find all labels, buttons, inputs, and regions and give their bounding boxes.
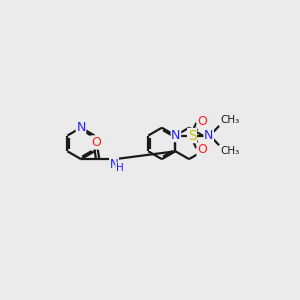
Text: N: N	[76, 121, 86, 134]
Text: N: N	[204, 129, 213, 142]
Text: O: O	[91, 136, 101, 149]
Text: N: N	[171, 129, 181, 142]
Text: N: N	[110, 158, 118, 171]
Text: O: O	[197, 115, 207, 128]
Text: S: S	[188, 129, 197, 142]
Text: H: H	[116, 163, 124, 173]
Text: CH₃: CH₃	[220, 146, 239, 156]
Text: CH₃: CH₃	[220, 115, 239, 125]
Text: O: O	[197, 143, 207, 156]
